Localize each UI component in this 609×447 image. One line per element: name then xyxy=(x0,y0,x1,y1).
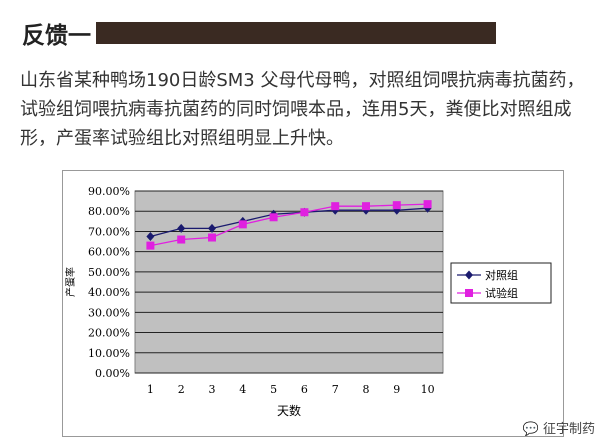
x-tick-label: 10 xyxy=(421,383,435,396)
legend-label: 试验组 xyxy=(485,286,518,300)
data-point xyxy=(146,232,155,241)
description-paragraph: 山东省某种鸭场190日龄SM3 父母代母鸭，对照组饲喂抗病毒抗菌药，试验组饲喂抗… xyxy=(20,70,585,149)
y-tick-label: 10.00% xyxy=(88,347,130,360)
legend-box xyxy=(450,262,552,304)
data-point xyxy=(146,241,155,250)
y-tick-label: 90.00% xyxy=(88,185,130,198)
y-tick-label: 80.00% xyxy=(88,205,130,218)
watermark-text: 征宇制药 xyxy=(542,422,595,437)
x-tick-label: 3 xyxy=(209,383,216,396)
data-point xyxy=(208,223,216,233)
data-point xyxy=(300,208,309,217)
x-tick-label: 9 xyxy=(393,383,400,396)
data-point xyxy=(269,213,278,222)
y-tick-label: 60.00% xyxy=(88,246,130,259)
x-tick-label: 2 xyxy=(178,383,185,396)
data-point xyxy=(331,202,340,211)
x-tick-label: 6 xyxy=(301,383,308,396)
y-tick-label: 70.00% xyxy=(88,225,130,238)
x-tick-label: 5 xyxy=(270,383,277,396)
x-tick-label: 1 xyxy=(147,383,154,396)
chart: 0.00% 10.00% 20.00% 30.00% 40.00% 50.00% 60.00… xyxy=(62,170,564,437)
x-tick-label: 8 xyxy=(363,383,370,396)
series-line-1 xyxy=(150,203,428,247)
y-axis-label: 产蛋率 xyxy=(64,267,77,297)
y-tick-label: 30.00% xyxy=(88,306,130,319)
legend-marker xyxy=(465,270,473,280)
x-tick-label: 7 xyxy=(332,383,339,396)
title-bar-decoration xyxy=(96,22,496,44)
plot-area xyxy=(134,190,444,374)
series-line-0 xyxy=(150,207,428,238)
y-tick-label: 20.00% xyxy=(88,327,130,340)
data-point xyxy=(362,202,370,211)
x-axis-label: 天数 xyxy=(277,403,301,418)
y-tick-label: 40.00% xyxy=(88,286,130,299)
data-point xyxy=(208,233,216,242)
legend-label: 对照组 xyxy=(485,268,518,282)
y-tick-label: 0.00% xyxy=(95,367,130,380)
section-title: 反馈一 xyxy=(22,23,91,49)
x-tick-label: 4 xyxy=(239,383,246,396)
chart-svg: 0.00% 10.00% 20.00% 30.00% 40.00% 50.00% 60.00… xyxy=(64,185,552,418)
watermark: 💬 征宇制药 xyxy=(522,422,595,437)
y-tick-label: 50.00% xyxy=(88,266,130,279)
data-point xyxy=(177,235,186,244)
legend-marker xyxy=(465,289,473,297)
data-point xyxy=(238,220,247,229)
data-point xyxy=(423,200,432,209)
data-point xyxy=(177,223,186,233)
data-point xyxy=(392,201,401,210)
